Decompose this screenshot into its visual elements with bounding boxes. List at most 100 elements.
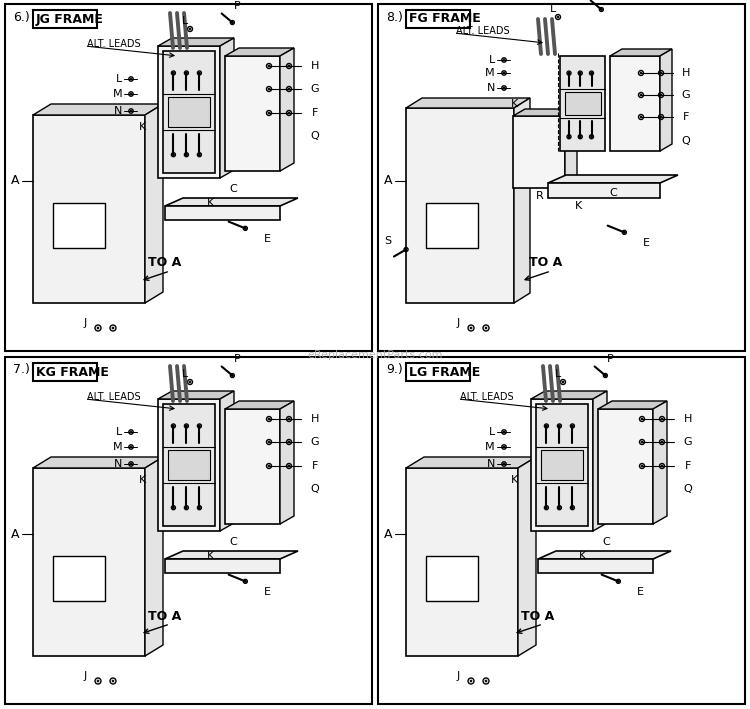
Bar — [33, 10, 97, 28]
Text: ALT. LEADS: ALT. LEADS — [87, 39, 141, 49]
Circle shape — [189, 28, 191, 30]
Circle shape — [562, 381, 564, 383]
Text: A: A — [10, 527, 20, 540]
Text: 7.): 7.) — [13, 364, 30, 376]
Text: F: F — [685, 461, 692, 471]
Circle shape — [130, 78, 132, 80]
Circle shape — [112, 680, 114, 682]
Circle shape — [545, 425, 548, 427]
Circle shape — [172, 72, 175, 74]
Polygon shape — [165, 559, 280, 573]
Bar — [378, 357, 745, 704]
Circle shape — [405, 248, 407, 250]
Circle shape — [617, 581, 620, 582]
Bar — [406, 363, 470, 381]
Text: ALT. LEADS: ALT. LEADS — [460, 392, 514, 402]
Text: eReplacementParts.com: eReplacementParts.com — [308, 350, 442, 360]
Text: ALT. LEADS: ALT. LEADS — [456, 26, 510, 36]
Circle shape — [268, 65, 270, 67]
Text: C: C — [609, 188, 616, 198]
Polygon shape — [548, 175, 678, 183]
Text: ALT. LEADS: ALT. LEADS — [87, 392, 141, 402]
Text: K: K — [512, 475, 519, 485]
Circle shape — [130, 446, 132, 448]
Circle shape — [112, 327, 114, 329]
Polygon shape — [598, 401, 667, 409]
Bar — [406, 10, 470, 28]
Polygon shape — [593, 391, 607, 531]
Polygon shape — [565, 109, 577, 188]
Polygon shape — [158, 46, 220, 178]
Polygon shape — [225, 409, 280, 524]
Polygon shape — [531, 391, 607, 399]
Text: P: P — [234, 354, 240, 364]
Polygon shape — [33, 104, 163, 115]
Text: H: H — [682, 68, 690, 78]
Text: Q: Q — [684, 484, 692, 494]
Bar — [53, 203, 105, 248]
Text: K: K — [574, 201, 582, 211]
Polygon shape — [165, 198, 298, 206]
Bar — [168, 97, 210, 127]
Text: P: P — [234, 1, 240, 11]
Text: F: F — [682, 112, 689, 122]
Text: J: J — [83, 671, 86, 681]
Polygon shape — [158, 391, 234, 399]
Circle shape — [661, 418, 663, 420]
Circle shape — [185, 154, 188, 156]
Polygon shape — [406, 108, 514, 303]
Polygon shape — [406, 457, 536, 468]
Text: Q: Q — [682, 136, 690, 146]
Text: E: E — [263, 234, 271, 244]
Circle shape — [590, 72, 592, 74]
Circle shape — [288, 418, 290, 420]
Polygon shape — [33, 115, 145, 303]
Circle shape — [199, 154, 200, 156]
Polygon shape — [158, 399, 220, 531]
Circle shape — [268, 88, 270, 90]
Text: R: R — [536, 191, 544, 201]
Circle shape — [288, 88, 290, 90]
Polygon shape — [514, 98, 530, 303]
Text: L: L — [489, 55, 495, 65]
Text: N: N — [114, 106, 122, 116]
Text: KG FRAME: KG FRAME — [36, 366, 109, 379]
Polygon shape — [145, 104, 163, 303]
Circle shape — [640, 94, 642, 96]
Circle shape — [572, 507, 574, 508]
Polygon shape — [531, 399, 593, 531]
Polygon shape — [165, 551, 298, 559]
Circle shape — [641, 441, 643, 443]
Text: K: K — [206, 551, 214, 561]
Text: G: G — [684, 437, 692, 447]
Circle shape — [579, 72, 581, 74]
Circle shape — [660, 116, 662, 118]
Circle shape — [130, 110, 132, 112]
Circle shape — [641, 465, 643, 467]
Text: TO A: TO A — [148, 257, 182, 269]
Bar — [426, 203, 478, 248]
Bar — [426, 556, 478, 601]
Bar — [565, 92, 601, 115]
Text: TO A: TO A — [521, 610, 554, 623]
Text: A: A — [384, 527, 392, 540]
Text: L: L — [182, 16, 188, 26]
Polygon shape — [280, 48, 294, 171]
Text: N: N — [487, 83, 495, 93]
Text: M: M — [112, 89, 122, 99]
Text: TO A: TO A — [148, 610, 182, 623]
Text: H: H — [310, 414, 320, 424]
Text: C: C — [230, 184, 237, 194]
Circle shape — [660, 72, 662, 74]
Text: 9.): 9.) — [386, 364, 403, 376]
Text: L: L — [182, 369, 188, 379]
Text: G: G — [310, 437, 320, 447]
Polygon shape — [560, 56, 605, 151]
Circle shape — [661, 441, 663, 443]
Circle shape — [623, 231, 626, 233]
Circle shape — [503, 431, 505, 433]
Circle shape — [97, 327, 99, 329]
Text: A: A — [384, 174, 392, 187]
Polygon shape — [33, 468, 145, 656]
Polygon shape — [660, 49, 672, 151]
